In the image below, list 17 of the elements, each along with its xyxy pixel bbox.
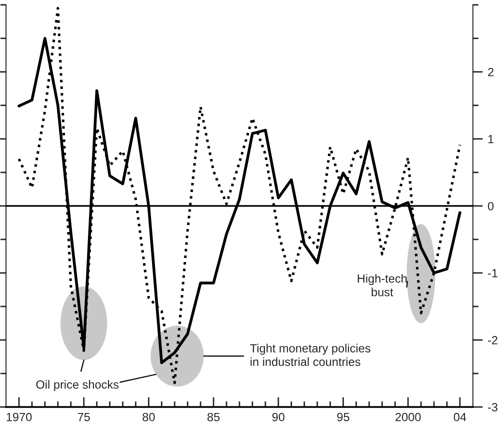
x-tick-label: 2000 xyxy=(396,412,421,422)
x-tick-label: 80 xyxy=(142,412,155,422)
annotation: Tight monetary policies in industrial countries xyxy=(250,344,370,366)
annotation: Oil price shocks xyxy=(36,380,119,392)
y-tick-label: -2 xyxy=(488,336,498,344)
y-tick-label: -1 xyxy=(488,269,498,278)
y-tick-label: 1 xyxy=(488,135,494,144)
x-tick-label: 85 xyxy=(207,412,220,422)
x-tick-label: 04 xyxy=(454,412,466,422)
x-tick-label: 95 xyxy=(337,412,350,422)
annotation: High-tech bust xyxy=(358,274,407,296)
x-tick-label: 75 xyxy=(78,412,90,422)
y-tick-label: 2 xyxy=(488,68,494,76)
y-tick-label: -3 xyxy=(488,403,498,412)
y-tick-label: 0 xyxy=(488,202,494,210)
x-tick-label: 90 xyxy=(272,412,284,422)
x-tick-label: 1970 xyxy=(6,412,32,422)
